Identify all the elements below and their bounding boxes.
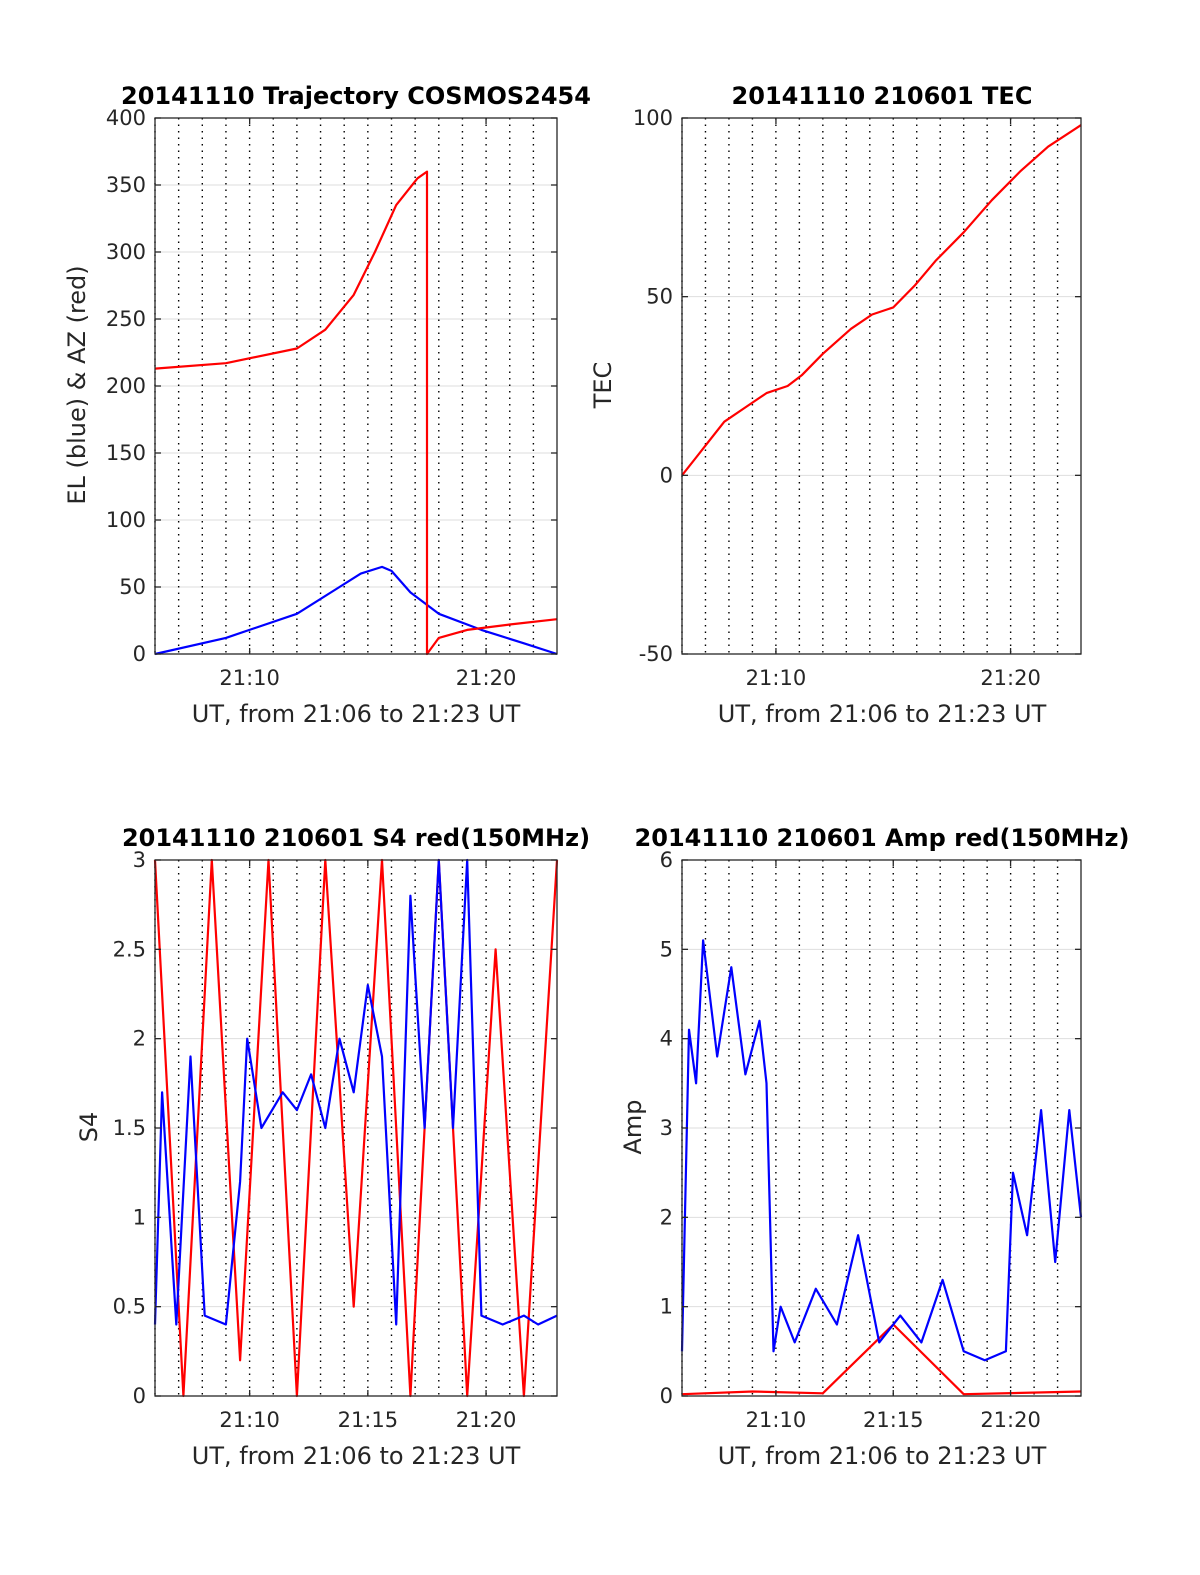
y-tick-label: 4: [660, 1027, 673, 1051]
y-axis-label: TEC: [589, 362, 617, 410]
y-tick-label: 250: [106, 307, 146, 331]
chart-title: 20141110 210601 Amp red(150MHz): [635, 824, 1130, 852]
y-tick-label: 2: [660, 1205, 673, 1229]
data-series-line: [154, 170, 558, 656]
x-tick-label: 21:20: [456, 666, 517, 690]
y-axis-label: EL (blue) & AZ (red): [63, 265, 91, 504]
data-series-line: [154, 565, 558, 656]
y-axis-label: Amp: [619, 1099, 647, 1154]
x-tick-label: 21:15: [863, 1408, 924, 1432]
y-tick-label: 3: [133, 848, 146, 872]
y-tick-label: 350: [106, 173, 146, 197]
x-axis-label: UT, from 21:06 to 21:23 UT: [192, 1442, 521, 1470]
y-tick-label: 150: [106, 441, 146, 465]
y-tick-label: 1: [133, 1205, 146, 1229]
y-tick-label: 0: [133, 642, 146, 666]
chart-title: 20141110 210601 TEC: [732, 82, 1033, 110]
x-tick-label: 21:10: [746, 666, 807, 690]
y-tick-label: 3: [660, 1116, 673, 1140]
data-series-line: [680, 939, 1083, 1362]
y-tick-label: 2.5: [113, 937, 146, 961]
x-axis-label: UT, from 21:06 to 21:23 UT: [718, 1442, 1047, 1470]
panel-s4: 20141110 210601 S4 red(150MHz) UT, from …: [75, 824, 590, 1470]
x-tick-label: 21:10: [219, 666, 280, 690]
y-tick-label: 200: [106, 374, 146, 398]
y-tick-label: 1.5: [113, 1116, 146, 1140]
y-tick-label: -50: [639, 642, 673, 666]
chart-title: 20141110 Trajectory COSMOS2454: [121, 82, 591, 110]
panel-trajectory: 20141110 Trajectory COSMOS2454 UT, from …: [63, 82, 591, 728]
y-tick-label: 0: [133, 1384, 146, 1408]
x-tick-label: 21:15: [338, 1408, 399, 1432]
y-tick-label: 2: [133, 1027, 146, 1051]
data-series-line: [153, 858, 559, 1398]
y-tick-label: 50: [646, 285, 673, 309]
data-series-line: [153, 858, 558, 1326]
y-tick-label: 50: [119, 575, 146, 599]
y-tick-label: 6: [660, 848, 673, 872]
x-axis-label: UT, from 21:06 to 21:23 UT: [192, 700, 521, 728]
y-tick-label: 1: [660, 1295, 673, 1319]
x-tick-label: 21:10: [219, 1408, 280, 1432]
y-tick-label: 0.5: [113, 1295, 146, 1319]
y-tick-label: 300: [106, 240, 146, 264]
x-tick-label: 21:20: [980, 666, 1041, 690]
y-axis-label: S4: [75, 1112, 103, 1143]
y-tick-label: 0: [660, 463, 673, 487]
y-tick-label: 400: [106, 106, 146, 130]
data-series-line: [681, 1323, 1082, 1396]
x-tick-label: 21:20: [980, 1408, 1041, 1432]
y-tick-label: 100: [633, 106, 673, 130]
y-tick-label: 0: [660, 1384, 673, 1408]
x-tick-label: 21:20: [456, 1408, 517, 1432]
plot-box: [681, 117, 1082, 655]
x-tick-label: 21:10: [746, 1408, 807, 1432]
chart-title: 20141110 210601 S4 red(150MHz): [122, 824, 590, 852]
panel-amp: 20141110 210601 Amp red(150MHz) UT, from…: [619, 824, 1129, 1470]
panel-tec: 20141110 210601 TEC UT, from 21:06 to 21…: [589, 82, 1082, 728]
data-series-line: [681, 124, 1082, 476]
y-tick-label: 100: [106, 508, 146, 532]
y-tick-label: 5: [660, 937, 673, 961]
x-axis-label: UT, from 21:06 to 21:23 UT: [718, 700, 1047, 728]
